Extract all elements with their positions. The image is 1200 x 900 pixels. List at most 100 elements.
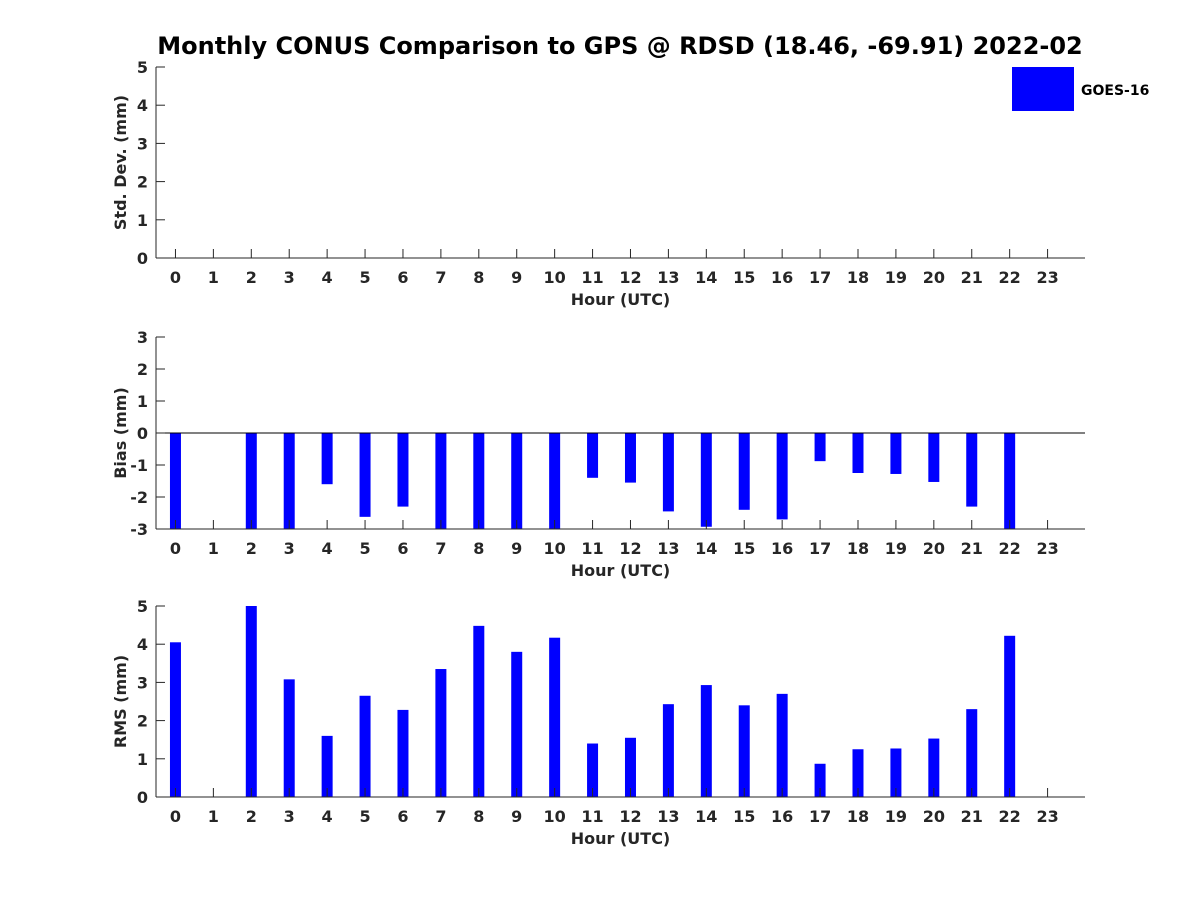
x-axis-label-bias: Hour (UTC)	[571, 561, 671, 580]
x-tick-label-bias: 7	[435, 539, 446, 558]
x-tick-label-std: 6	[397, 268, 408, 287]
bar-rms-4	[321, 735, 333, 797]
bar-bias-19	[890, 433, 902, 474]
y-axis-label-rms: RMS (mm)	[111, 655, 130, 748]
x-tick-label-std: 14	[695, 268, 717, 287]
y-tick-label-bias: -3	[130, 520, 148, 539]
bar-rms-20	[928, 738, 940, 797]
x-tick-label-bias: 16	[771, 539, 793, 558]
x-tick-label-bias: 5	[359, 539, 370, 558]
x-tick-label-std: 16	[771, 268, 793, 287]
bar-bias-22	[1004, 433, 1016, 529]
bar-rms-6	[397, 709, 409, 797]
x-tick-label-std: 3	[284, 268, 295, 287]
bar-rms-12	[624, 737, 636, 797]
x-tick-label-std: 7	[435, 268, 446, 287]
bar-rms-2	[245, 606, 257, 797]
bar-rms-16	[776, 693, 788, 797]
y-tick-label-rms: 1	[137, 750, 148, 769]
bar-rms-19	[890, 748, 902, 797]
x-tick-label-rms: 1	[208, 807, 219, 826]
bar-bias-5	[359, 433, 371, 517]
x-tick-label-rms: 20	[923, 807, 945, 826]
x-tick-label-bias: 22	[999, 539, 1021, 558]
x-tick-label-std: 20	[923, 268, 945, 287]
y-tick-label-rms: 0	[137, 788, 148, 807]
bar-rms-22	[1004, 635, 1016, 797]
bar-bias-6	[397, 433, 409, 507]
x-tick-label-bias: 17	[809, 539, 831, 558]
x-tick-label-bias: 15	[733, 539, 755, 558]
x-tick-label-bias: 19	[885, 539, 907, 558]
bar-rms-0	[169, 642, 181, 797]
bar-bias-13	[662, 433, 674, 512]
x-tick-label-rms: 10	[544, 807, 566, 826]
x-axis-label-rms: Hour (UTC)	[571, 829, 671, 848]
x-tick-label-rms: 16	[771, 807, 793, 826]
x-tick-label-rms: 13	[657, 807, 679, 826]
x-axis-label-std: Hour (UTC)	[571, 290, 671, 309]
x-tick-label-bias: 6	[397, 539, 408, 558]
x-tick-label-std: 4	[322, 268, 333, 287]
x-tick-label-std: 2	[246, 268, 257, 287]
bar-rms-15	[738, 705, 750, 797]
bar-bias-17	[814, 433, 826, 462]
bar-rms-11	[587, 743, 599, 797]
bar-bias-7	[435, 433, 447, 529]
x-tick-label-std: 23	[1036, 268, 1058, 287]
bar-bias-14	[700, 433, 712, 527]
legend-swatch	[1012, 67, 1074, 111]
y-tick-label-bias: -2	[130, 488, 148, 507]
bar-rms-5	[359, 695, 371, 797]
bar-rms-8	[473, 625, 485, 797]
x-tick-label-bias: 18	[847, 539, 869, 558]
y-tick-label-std: 3	[137, 134, 148, 153]
x-tick-label-bias: 1	[208, 539, 219, 558]
bar-rms-13	[662, 704, 674, 797]
x-tick-label-std: 0	[170, 268, 181, 287]
x-tick-label-bias: 11	[581, 539, 603, 558]
x-tick-label-rms: 18	[847, 807, 869, 826]
x-tick-label-rms: 3	[284, 807, 295, 826]
bar-bias-8	[473, 433, 485, 529]
legend-label: GOES-16	[1081, 83, 1149, 99]
y-tick-label-bias: 0	[137, 424, 148, 443]
x-tick-label-rms: 21	[961, 807, 983, 826]
x-tick-label-rms: 8	[473, 807, 484, 826]
x-tick-label-bias: 8	[473, 539, 484, 558]
legend: GOES-16	[1012, 67, 1149, 111]
x-tick-label-std: 22	[999, 268, 1021, 287]
x-tick-label-bias: 4	[322, 539, 333, 558]
chart-title: Monthly CONUS Comparison to GPS @ RDSD (…	[157, 32, 1083, 60]
bar-bias-21	[966, 433, 978, 507]
y-tick-label-std: 5	[137, 58, 148, 77]
x-tick-label-std: 8	[473, 268, 484, 287]
x-tick-label-rms: 5	[359, 807, 370, 826]
y-tick-label-std: 1	[137, 211, 148, 230]
y-tick-label-bias: 2	[137, 360, 148, 379]
bar-bias-4	[321, 433, 333, 485]
x-tick-label-rms: 6	[397, 807, 408, 826]
y-tick-label-bias: 3	[137, 328, 148, 347]
x-tick-label-rms: 23	[1036, 807, 1058, 826]
bar-bias-12	[624, 433, 636, 483]
x-tick-label-std: 9	[511, 268, 522, 287]
y-tick-label-std: 4	[137, 96, 148, 115]
bar-rms-10	[549, 637, 561, 797]
x-tick-label-rms: 2	[246, 807, 257, 826]
x-tick-label-std: 10	[544, 268, 566, 287]
x-tick-label-bias: 0	[170, 539, 181, 558]
y-axis-label-std: Std. Dev. (mm)	[111, 95, 130, 230]
x-tick-label-std: 5	[359, 268, 370, 287]
x-tick-label-std: 18	[847, 268, 869, 287]
bar-bias-11	[587, 433, 599, 478]
x-tick-label-bias: 12	[619, 539, 641, 558]
bar-bias-18	[852, 433, 864, 473]
y-tick-label-rms: 3	[137, 673, 148, 692]
x-tick-label-std: 12	[619, 268, 641, 287]
